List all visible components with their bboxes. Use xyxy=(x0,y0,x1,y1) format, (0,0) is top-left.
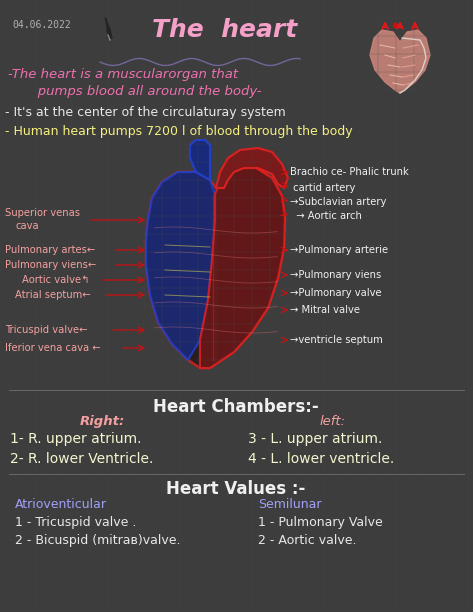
Text: 2 - Bicuspid (mitraв)valve.: 2 - Bicuspid (mitraв)valve. xyxy=(15,534,181,547)
Text: The  heart: The heart xyxy=(152,18,298,42)
Text: pumps blood all around the body-: pumps blood all around the body- xyxy=(25,85,262,98)
Text: Brachio ce- Phalic trunk: Brachio ce- Phalic trunk xyxy=(290,167,409,177)
Text: →ventricle septum: →ventricle septum xyxy=(290,335,383,345)
Polygon shape xyxy=(190,140,210,180)
Text: 4 - L. lower ventricle.: 4 - L. lower ventricle. xyxy=(248,452,394,466)
Text: 3 - L. upper atrium.: 3 - L. upper atrium. xyxy=(248,432,382,446)
Polygon shape xyxy=(200,168,285,368)
Text: →Pulmonary arterie: →Pulmonary arterie xyxy=(290,245,388,255)
Text: 2 - Aortic valve.: 2 - Aortic valve. xyxy=(258,534,357,547)
Text: Heart Chambers:-: Heart Chambers:- xyxy=(153,398,319,416)
Text: → Mitral valve: → Mitral valve xyxy=(290,305,360,315)
Text: 1 - Tricuspid valve .: 1 - Tricuspid valve . xyxy=(15,516,136,529)
Text: Semilunar: Semilunar xyxy=(258,498,322,511)
Text: cartid artery: cartid artery xyxy=(290,183,355,193)
Text: Aortic valve↰: Aortic valve↰ xyxy=(22,275,89,285)
Polygon shape xyxy=(216,148,288,188)
Text: Pulmonary viens←: Pulmonary viens← xyxy=(5,260,96,270)
Text: →Pulmonary viens: →Pulmonary viens xyxy=(290,270,381,280)
Polygon shape xyxy=(105,18,112,38)
Text: →Subclavian artery: →Subclavian artery xyxy=(290,197,386,207)
Text: Heart Values :-: Heart Values :- xyxy=(166,480,306,498)
Text: Atrial septum←: Atrial septum← xyxy=(15,290,91,300)
Text: → Aortic arch: → Aortic arch xyxy=(290,211,362,221)
Text: Right:: Right: xyxy=(80,415,125,428)
Text: - It's at the center of the circulaturay system: - It's at the center of the circulaturay… xyxy=(5,106,286,119)
Text: cava: cava xyxy=(15,221,39,231)
Text: Atrioventicular: Atrioventicular xyxy=(15,498,107,511)
Text: -The heart is a muscularorgan that: -The heart is a muscularorgan that xyxy=(8,68,238,81)
Text: 1 - Pulmonary Valve: 1 - Pulmonary Valve xyxy=(258,516,383,529)
Text: Iferior vena cava ←: Iferior vena cava ← xyxy=(5,343,101,353)
Text: 2- R. lower Ventricle.: 2- R. lower Ventricle. xyxy=(10,452,153,466)
Text: 04.06.2022: 04.06.2022 xyxy=(12,20,71,30)
Text: - Human heart pumps 7200 l of blood through the body: - Human heart pumps 7200 l of blood thro… xyxy=(5,125,353,138)
Polygon shape xyxy=(146,168,285,368)
Polygon shape xyxy=(146,172,215,360)
Text: left:: left: xyxy=(320,415,346,428)
Text: →Pulmonary valve: →Pulmonary valve xyxy=(290,288,382,298)
Polygon shape xyxy=(370,30,430,93)
Text: Superior venas: Superior venas xyxy=(5,208,80,218)
Text: Pulmonary artes←: Pulmonary artes← xyxy=(5,245,95,255)
Text: Tricuspid valve←: Tricuspid valve← xyxy=(5,325,88,335)
Text: 1- R. upper atrium.: 1- R. upper atrium. xyxy=(10,432,141,446)
